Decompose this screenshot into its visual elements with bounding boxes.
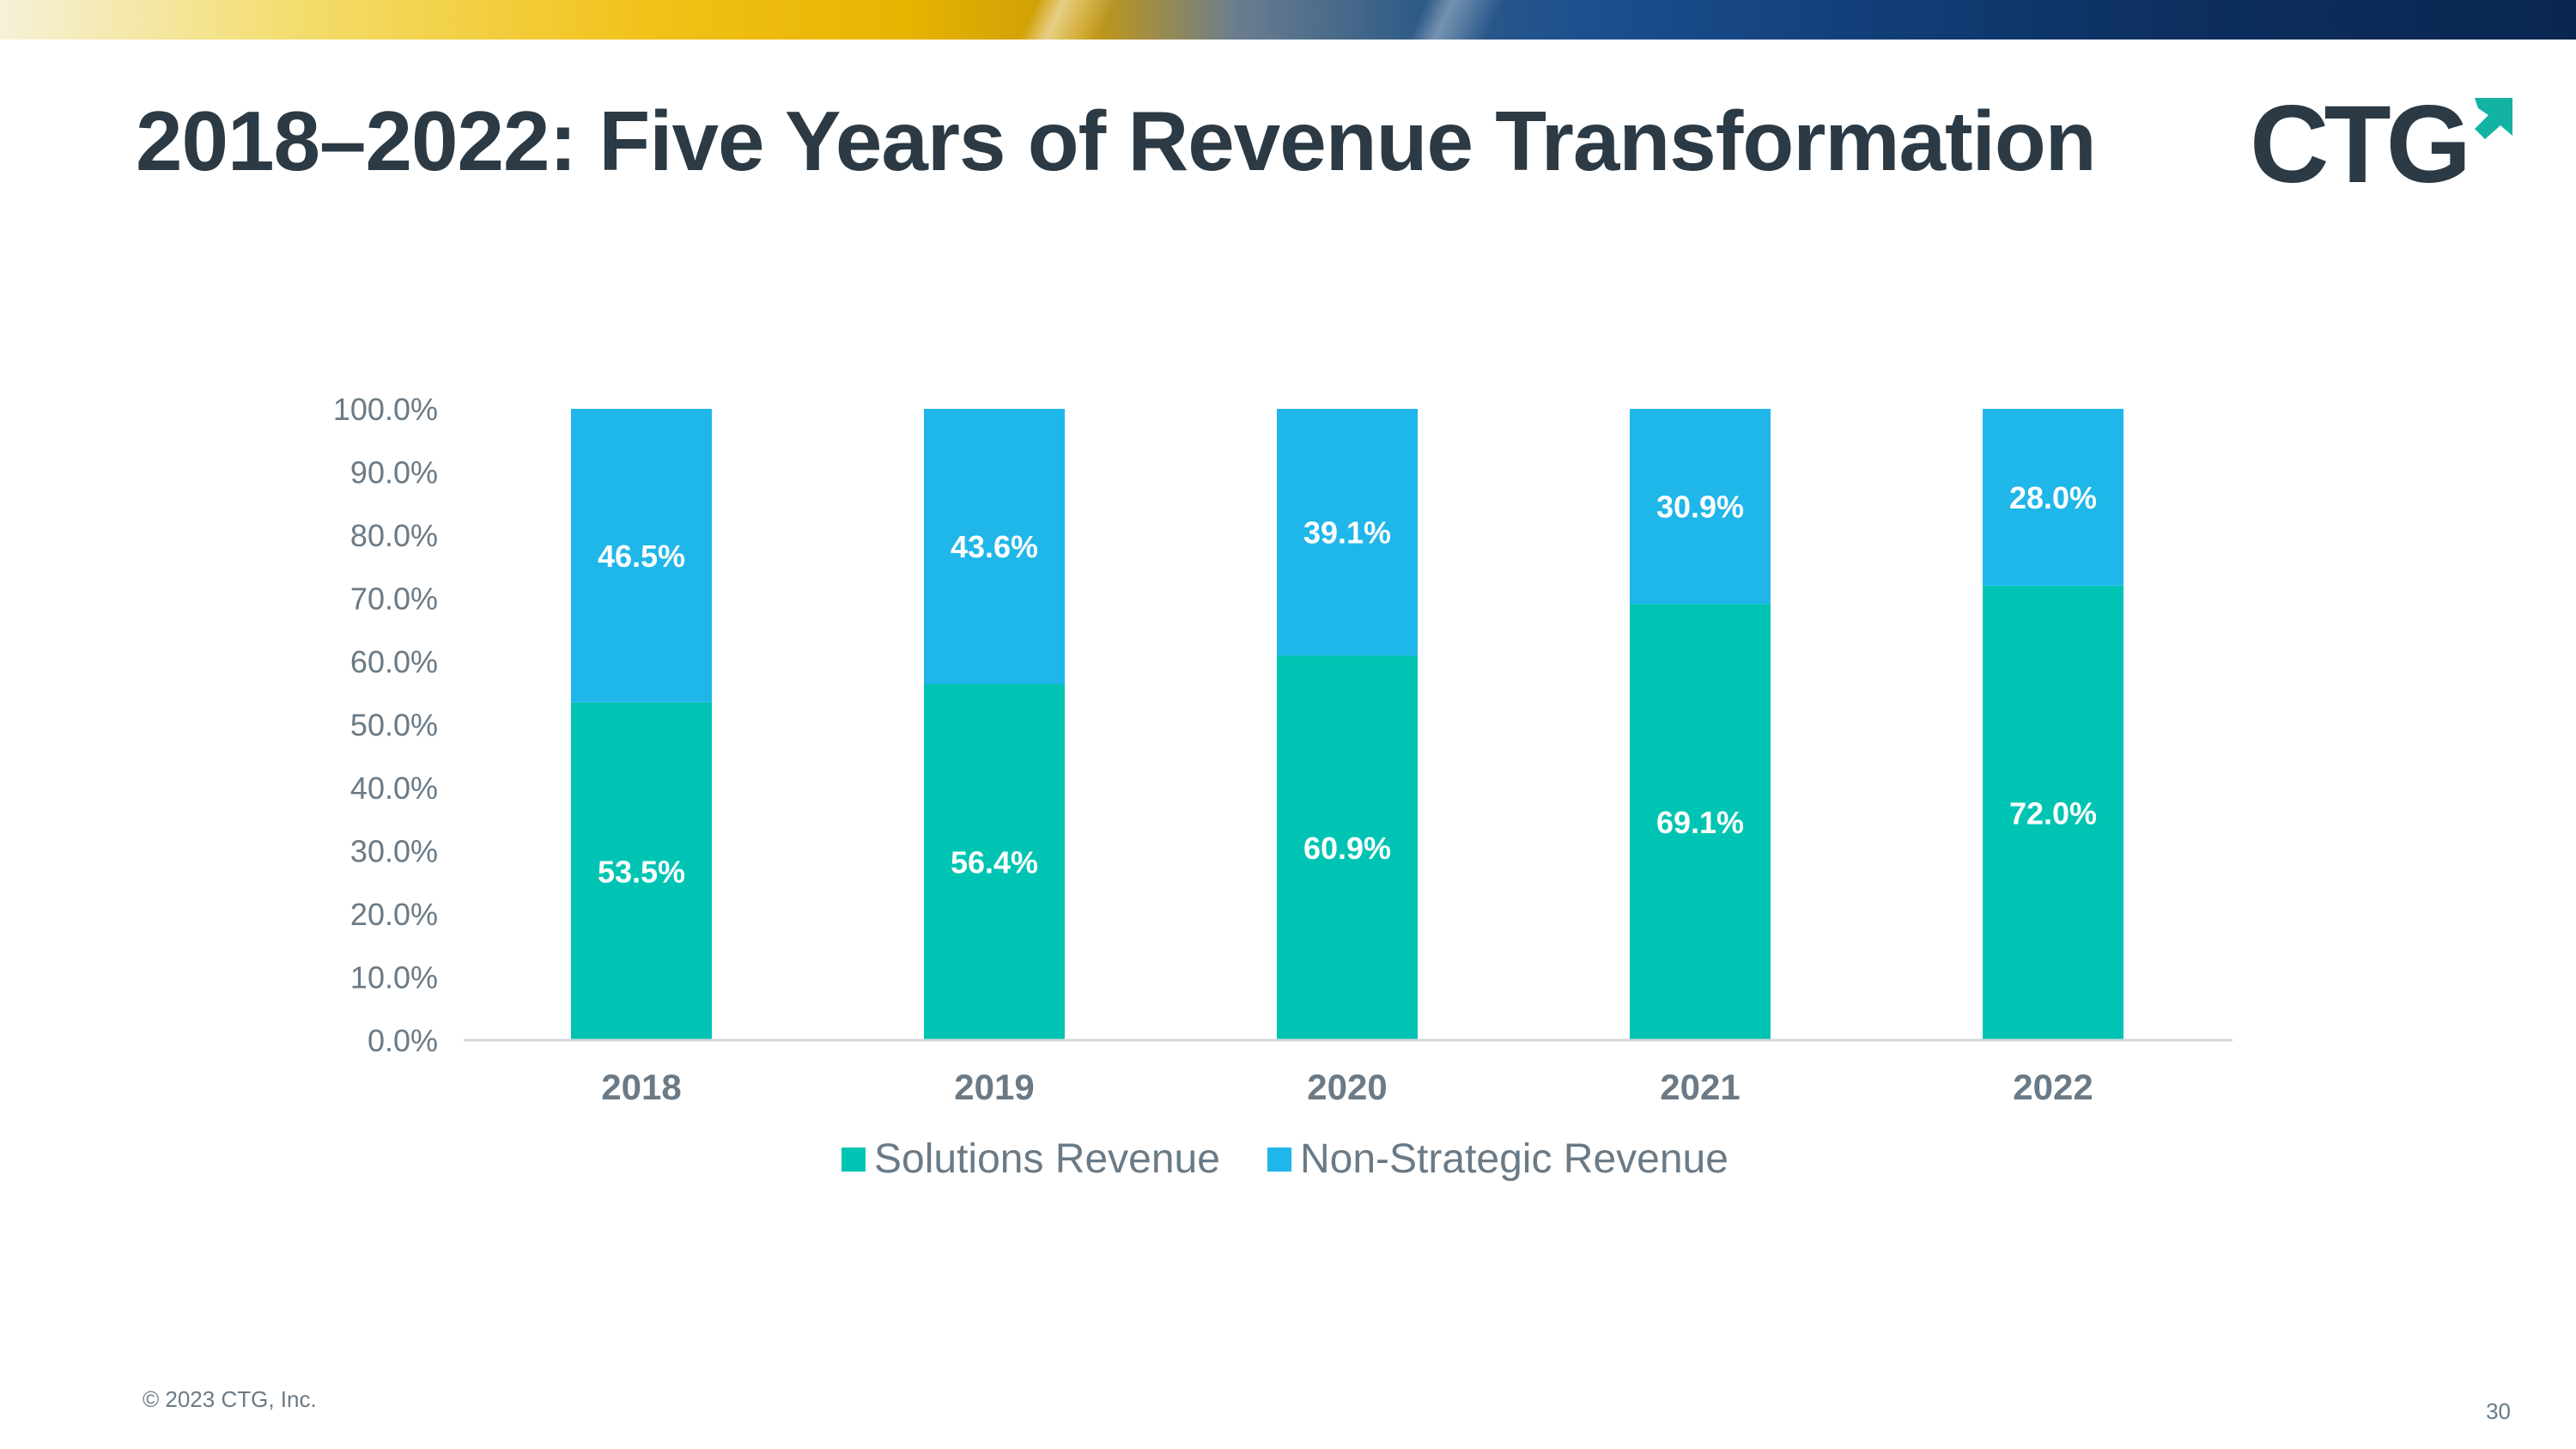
legend-swatch: [1267, 1148, 1291, 1172]
y-tick-label: 20.0%: [350, 897, 438, 932]
y-tick-label: 80.0%: [350, 518, 438, 553]
bar-non-strategic-revenue: [1983, 409, 2123, 586]
header-banner: [0, 0, 2576, 40]
y-tick-label: 50.0%: [350, 708, 438, 743]
bar-data-label: 69.1%: [1656, 805, 1744, 840]
y-tick-label: 10.0%: [350, 960, 438, 995]
bar-solutions-revenue: [571, 702, 712, 1040]
bar-solutions-revenue: [1630, 604, 1771, 1040]
bar-data-label: 46.5%: [598, 539, 685, 574]
y-axis: 0.0% 10.0% 20.0% 30.0% 40.0% 50.0% 60.0% 70.0% 8…: [333, 392, 438, 1058]
chart-legend: Solutions Revenue Non-Strategic Revenue: [841, 1136, 1728, 1182]
legend-item-non-strategic-revenue: Non-Strategic Revenue: [1300, 1136, 1728, 1182]
x-tick-label: 2018: [601, 1067, 681, 1107]
x-axis: 2018 2019 2020 2021 2022: [601, 1067, 2093, 1107]
x-tick-label: 2021: [1660, 1067, 1740, 1107]
y-tick-label: 100.0%: [333, 392, 438, 427]
bar-solutions-revenue: [1277, 655, 1418, 1040]
bar-data-label: 39.1%: [1303, 515, 1391, 551]
y-tick-label: 60.0%: [350, 644, 438, 679]
y-tick-label: 70.0%: [350, 581, 438, 617]
bar-non-strategic-revenue: [924, 409, 1065, 685]
logo-text: CTG: [2250, 89, 2466, 191]
legend-swatch: [841, 1148, 866, 1172]
bar-data-label: 60.9%: [1303, 831, 1391, 866]
slide-title: 2018–2022: Five Years of Revenue Transfo…: [136, 94, 2097, 188]
bar-solutions-revenue: [1983, 585, 2123, 1040]
x-tick-label: 2019: [954, 1067, 1034, 1107]
bar-solutions-revenue: [924, 684, 1065, 1040]
bar-data-label: 56.4%: [951, 845, 1038, 880]
x-tick-label: 2022: [2013, 1067, 2093, 1107]
page-number: 30: [2486, 1398, 2511, 1424]
y-tick-label: 90.0%: [350, 455, 438, 490]
ctg-logo: CTG: [2250, 89, 2512, 191]
bar-data-label: 30.9%: [1656, 490, 1744, 525]
bar-data-label: 43.6%: [951, 529, 1038, 564]
bar-data-label: 28.0%: [2009, 480, 2097, 515]
bar-series-group: 53.5% 46.5% 56.4% 43.6% 60.9% 39.1% 69.1% 30.9%…: [571, 409, 2123, 1040]
bar-data-label: 53.5%: [598, 854, 685, 889]
y-tick-label: 40.0%: [350, 770, 438, 806]
legend-item-solutions-revenue: Solutions Revenue: [874, 1136, 1220, 1182]
logo-arrow-icon: [2475, 98, 2512, 139]
bar-non-strategic-revenue: [571, 409, 712, 703]
y-tick-label: 0.0%: [368, 1023, 438, 1058]
bar-non-strategic-revenue: [1277, 409, 1418, 656]
bar-data-label: 72.0%: [2009, 795, 2097, 831]
copyright-text: © 2023 CTG, Inc.: [143, 1386, 317, 1412]
bar-non-strategic-revenue: [1630, 409, 1771, 605]
x-tick-label: 2020: [1307, 1067, 1387, 1107]
y-tick-label: 30.0%: [350, 834, 438, 869]
